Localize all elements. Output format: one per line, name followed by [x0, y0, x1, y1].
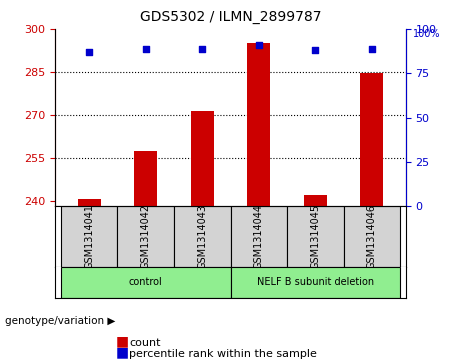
- FancyBboxPatch shape: [287, 207, 343, 267]
- Bar: [191, 111, 213, 207]
- Bar: [78, 199, 100, 207]
- Point: [199, 46, 206, 52]
- FancyBboxPatch shape: [61, 267, 230, 298]
- Text: GSM1314046: GSM1314046: [367, 204, 377, 269]
- Point: [312, 48, 319, 53]
- Text: genotype/variation ▶: genotype/variation ▶: [5, 316, 115, 326]
- Text: ■: ■: [115, 334, 128, 348]
- FancyBboxPatch shape: [230, 207, 287, 267]
- Text: GSM1314041: GSM1314041: [84, 204, 94, 269]
- FancyBboxPatch shape: [61, 207, 118, 267]
- Text: control: control: [129, 277, 163, 287]
- Title: GDS5302 / ILMN_2899787: GDS5302 / ILMN_2899787: [140, 10, 321, 24]
- FancyBboxPatch shape: [174, 207, 230, 267]
- Bar: [135, 151, 157, 207]
- Text: NELF B subunit deletion: NELF B subunit deletion: [257, 277, 374, 287]
- Point: [142, 46, 149, 52]
- Text: GSM1314045: GSM1314045: [310, 204, 320, 269]
- Point: [255, 42, 262, 48]
- Point: [86, 49, 93, 55]
- FancyBboxPatch shape: [343, 207, 400, 267]
- Text: count: count: [129, 338, 160, 348]
- Text: GSM1314044: GSM1314044: [254, 204, 264, 269]
- Text: percentile rank within the sample: percentile rank within the sample: [129, 349, 317, 359]
- Bar: [361, 73, 383, 207]
- Text: GSM1314043: GSM1314043: [197, 204, 207, 269]
- Text: ■: ■: [115, 345, 128, 359]
- Bar: [304, 195, 326, 207]
- FancyBboxPatch shape: [230, 267, 400, 298]
- FancyBboxPatch shape: [118, 207, 174, 267]
- Bar: [248, 43, 270, 207]
- Text: 100%: 100%: [413, 29, 440, 39]
- Text: GSM1314042: GSM1314042: [141, 204, 151, 269]
- Point: [368, 46, 375, 52]
